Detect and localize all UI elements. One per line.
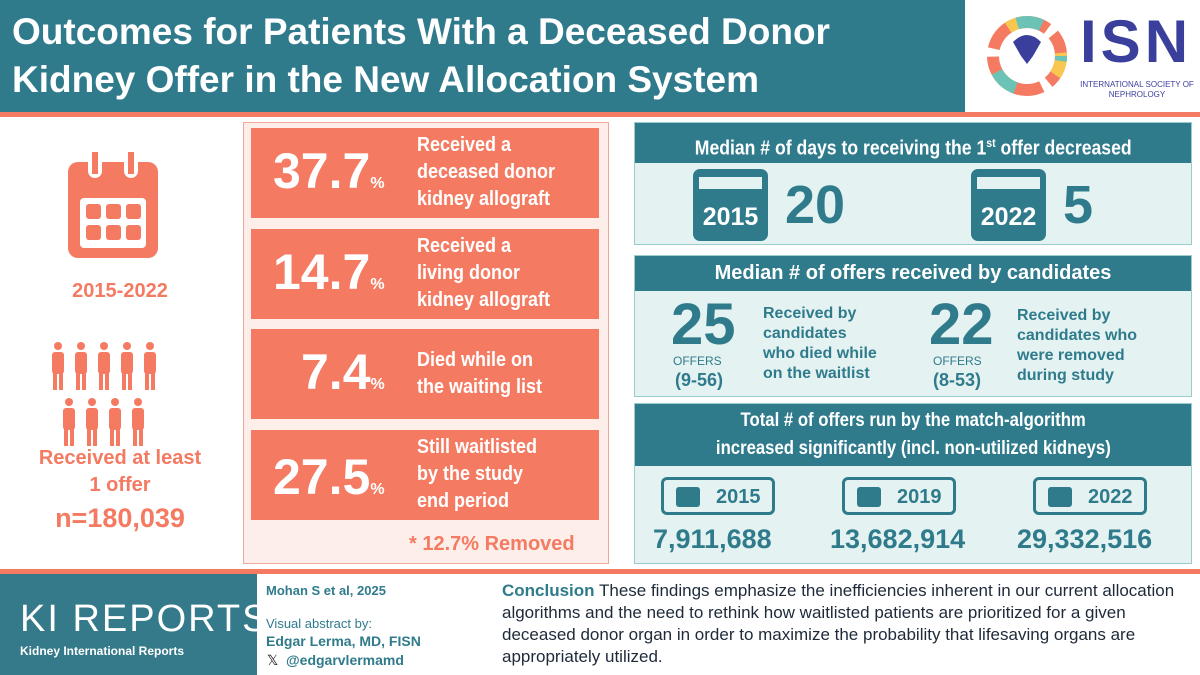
isn-logo-subtitle: INTERNATIONAL SOCIETY OF NEPHROLOGY <box>1080 80 1194 99</box>
twitter-handle[interactable]: @edgarvlermamd <box>286 652 404 668</box>
conclusion: Conclusion These findings emphasize the … <box>502 581 1175 666</box>
cohort-size: n=180,039 <box>55 503 185 533</box>
outcome-description: Still waitlisted by the study end period <box>417 436 538 512</box>
received-label: Received at least 1 offer <box>0 445 240 499</box>
calendar-icon <box>676 487 700 507</box>
total-value: 7,911,688 <box>653 524 772 554</box>
calendar-icon <box>68 150 158 258</box>
outcome-row: 7.4% Died while on the waiting list <box>251 329 599 419</box>
days-to-offer-box: Median # of days to receiving the 1st of… <box>634 122 1192 245</box>
visual-abstract-by: Visual abstract by: <box>266 616 372 631</box>
outcome-row: 27.5% Still waitlisted by the study end pe… <box>251 430 599 520</box>
journal-subtitle: Kidney International Reports <box>20 644 185 658</box>
days-value: 5 <box>1063 175 1094 235</box>
period-label: 2015-2022 <box>72 280 168 302</box>
year-badge: 2019 <box>842 477 956 515</box>
offers-description: Received by candidates who were removed dur… <box>1017 307 1138 384</box>
offers-description: Received by candidates who died while on th… <box>763 305 877 382</box>
outcome-value: 37.7% <box>273 143 385 199</box>
people-icon <box>52 342 156 446</box>
total-value: 29,332,516 <box>1017 524 1153 554</box>
footnote-removed: * 12.7% Removed <box>409 533 575 555</box>
outcome-value: 7.4% <box>301 344 385 400</box>
total-value: 13,682,914 <box>830 524 966 554</box>
divider <box>0 569 1200 574</box>
offers-value: 22 <box>929 292 994 357</box>
divider <box>0 112 1200 117</box>
days-value: 20 <box>785 175 846 235</box>
offers-range: (8-53) <box>933 370 982 390</box>
isn-logo-text: ISN <box>1080 8 1193 75</box>
x-logo-icon: 𝕏 <box>267 652 279 668</box>
year-badge: 2022 <box>1033 477 1147 515</box>
isn-emblem-icon <box>987 16 1067 96</box>
calendar-icon: 2015 <box>693 169 768 241</box>
author: Edgar Lerma, MD, FISN <box>266 633 421 649</box>
journal-name: KI REPORTS <box>20 598 270 640</box>
outcome-description: Received a living donor kidney allograft <box>417 235 551 311</box>
page-title: Outcomes for Patients With a Deceased Do… <box>12 11 830 100</box>
outcome-row: 37.7% Received a deceased donor kidney all… <box>251 128 599 218</box>
offers-value: 25 <box>671 292 736 357</box>
median-offers-box: Median # of offers received by candidate… <box>634 255 1192 397</box>
offers-range: (9-56) <box>675 370 724 390</box>
left-summary: 2015-2022 Received at least 1 offer n=18… <box>0 120 240 565</box>
offers-title: Median # of offers received by candidate… <box>635 256 1191 291</box>
calendar-icon <box>1048 487 1072 507</box>
outcome-value: 14.7% <box>273 244 385 300</box>
received-line2: 1 offer <box>89 474 151 496</box>
ki-reports-logo: KI REPORTS Kidney International Reports <box>0 574 267 675</box>
calendar-icon: 2022 <box>971 169 1046 241</box>
isn-logo: ISN INTERNATIONAL SOCIETY OF NEPHROLOGY <box>965 0 1200 112</box>
days-title: Median # of days to receiving the 1st of… <box>635 123 1191 163</box>
outcomes-panel: 37.7% Received a deceased donor kidney all… <box>243 122 609 564</box>
outcome-value: 27.5% <box>273 449 385 505</box>
outcome-description: Received a deceased donor kidney allograft <box>417 134 556 210</box>
outcome-description: Died while on the waiting list <box>417 349 543 398</box>
total-offers-box: Total # of offers run by the match-algor… <box>634 403 1192 564</box>
outcome-row: 14.7% Received a living donor kidney allog… <box>251 229 599 319</box>
offers-unit: OFFERS <box>933 354 982 368</box>
year-badge: 2015 <box>661 477 775 515</box>
calendar-icon <box>857 487 881 507</box>
offers-unit: OFFERS <box>673 354 722 368</box>
received-line1: Received at least <box>38 447 202 469</box>
total-title: Total # of offers run by the match-algor… <box>635 404 1191 466</box>
citation: Mohan S et al, 2025 <box>266 583 386 598</box>
